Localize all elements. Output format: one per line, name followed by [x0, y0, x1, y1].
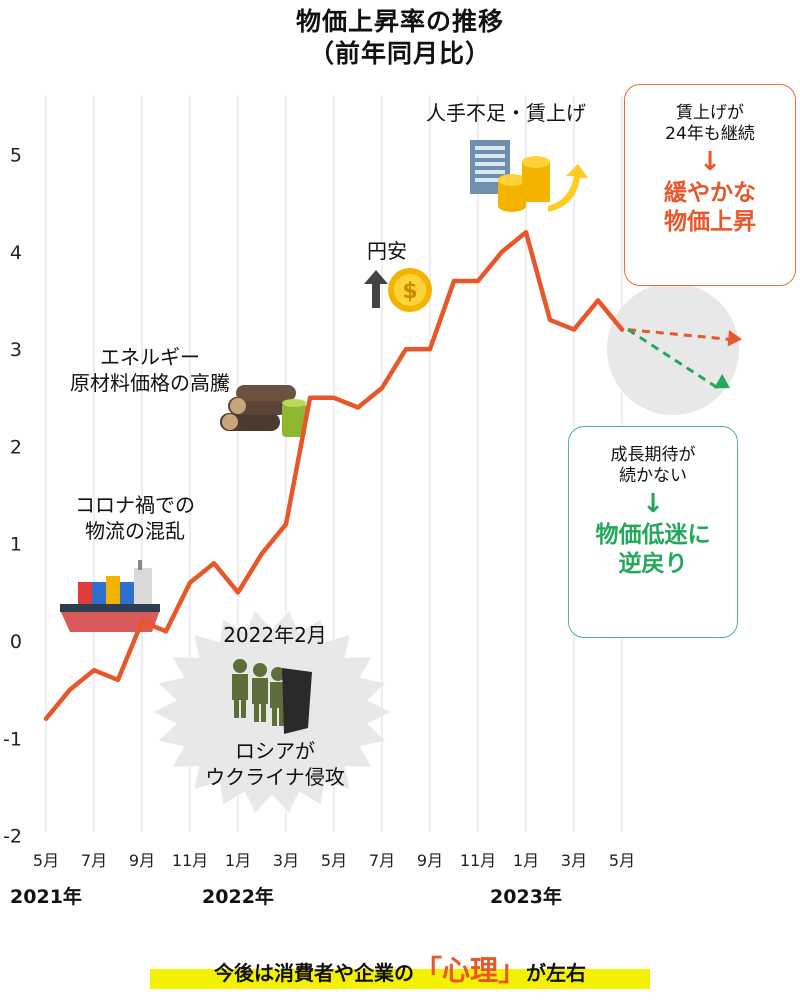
- callout-gentle-rise: 賃上げが 24年も継続 ↓ 緩やかな 物価上昇: [624, 84, 796, 286]
- svg-text:$: $: [402, 279, 417, 304]
- projection-arrows: [627, 328, 742, 390]
- arrow-down-icon: ↓: [699, 147, 721, 177]
- y-tick-label: -2: [3, 826, 22, 848]
- y-axis-labels: -2 -1 0 1 2 3 4 5: [3, 145, 22, 848]
- projection-line: [627, 328, 731, 341]
- x-tick-label: 3月: [273, 851, 299, 870]
- callout-green-q1: 成長期待が: [610, 445, 696, 465]
- x-tick-label: 1月: [513, 851, 539, 870]
- annotation-labor: 人手不足・賃上げ: [396, 100, 616, 126]
- y-tick-label: 4: [10, 242, 22, 264]
- callout-red-q2: 24年も継続: [665, 124, 755, 144]
- footer-pre: 今後は消費者や企業の: [213, 961, 414, 985]
- projection-circle: [607, 283, 739, 415]
- soldiers-icon: [232, 659, 312, 734]
- y-tick-label: 0: [10, 631, 22, 653]
- annotation-russia-line2: ロシアが: [235, 739, 315, 763]
- footer-caption: 今後は消費者や企業の「心理」が左右: [150, 951, 650, 991]
- annotation-covid-line2: 物流の混乱: [85, 519, 185, 543]
- line-chart: -2 -1 0 1 2 3 4 5 5月 7月 9月 11月 1月 3月 5月 7月 9月 11月 1月 3月 5月 …: [3, 95, 742, 908]
- annotation-russia-body: ロシアが ウクライナ侵攻: [170, 738, 380, 790]
- annotation-energy-line1: エネルギー: [100, 345, 200, 369]
- callout-green-r2: 逆戻り: [618, 551, 688, 577]
- callout-green-r1: 物価低迷に: [595, 522, 711, 548]
- logs-and-barrel-icon: [220, 385, 306, 437]
- inflation-series-line: [43, 230, 625, 722]
- annotation-labor-line1: 人手不足・賃上げ: [426, 101, 586, 125]
- annotation-russia-line3: ウクライナ侵攻: [205, 765, 345, 789]
- y-tick-label: 3: [10, 339, 22, 361]
- x-tick-label: 9月: [129, 851, 155, 870]
- x-tick-label: 11月: [460, 851, 496, 870]
- y-tick-label: -1: [3, 728, 22, 750]
- year-label: 2021年: [10, 885, 82, 908]
- annotation-russia: 2022年2月: [180, 622, 370, 648]
- annotation-energy-line2: 原材料価格の高騰: [70, 371, 230, 395]
- projection-arrowhead-icon: [727, 329, 742, 347]
- annotation-russia-date: 2022年2月: [223, 623, 327, 647]
- annotation-weak-yen-line1: 円安: [367, 239, 407, 263]
- x-tick-label: 7月: [369, 851, 395, 870]
- projection-line: [627, 328, 719, 390]
- annotation-covid-logistics: コロナ禍での 物流の混乱: [50, 492, 220, 544]
- chart-title-line2: （前年同月比）: [308, 39, 491, 68]
- year-labels: 2021年 2022年 2023年: [10, 885, 562, 908]
- projection-arrowhead-icon: [714, 374, 730, 389]
- callout-green-q2: 続かない: [619, 466, 687, 486]
- container-ship-icon: [60, 560, 160, 632]
- annotation-energy: エネルギー 原材料価格の高騰: [30, 344, 270, 396]
- building-coins-icon: [470, 140, 588, 212]
- footer-emph: 「心理」: [413, 954, 526, 987]
- x-tick-label: 5月: [609, 851, 635, 870]
- x-tick-label: 5月: [33, 851, 59, 870]
- x-tick-label: 9月: [417, 851, 443, 870]
- year-label: 2023年: [490, 885, 562, 908]
- x-tick-label: 11月: [172, 851, 208, 870]
- x-tick-label: 3月: [561, 851, 587, 870]
- callout-red-q1: 賃上げが: [676, 103, 744, 123]
- callout-relapse: 成長期待が 続かない ↓ 物価低迷に 逆戻り: [568, 426, 738, 638]
- annotation-covid-line1: コロナ禍での: [75, 493, 195, 517]
- yen-coin-up-icon: $: [364, 268, 432, 312]
- x-tick-label: 5月: [321, 851, 347, 870]
- callout-red-r2: 物価上昇: [664, 209, 756, 235]
- footer-post: が左右: [526, 961, 586, 985]
- chart-title-line1: 物価上昇率の推移: [295, 7, 504, 36]
- chart-title: 物価上昇率の推移 （前年同月比）: [0, 6, 800, 70]
- y-tick-label: 5: [10, 145, 22, 167]
- x-tick-label: 1月: [225, 851, 251, 870]
- footer-text: 今後は消費者や企業の「心理」が左右: [150, 951, 650, 993]
- x-tick-label: 7月: [81, 851, 107, 870]
- y-tick-label: 1: [10, 534, 22, 556]
- arrow-down-icon: ↓: [642, 489, 664, 519]
- annotation-weak-yen: 円安: [352, 238, 422, 264]
- x-axis-labels: 5月 7月 9月 11月 1月 3月 5月 7月 9月 11月 1月 3月 5月: [33, 851, 635, 870]
- callout-red-r1: 緩やかな: [664, 180, 756, 206]
- year-label: 2022年: [202, 885, 274, 908]
- footer-highlight: [150, 969, 650, 989]
- y-tick-label: 2: [10, 436, 22, 458]
